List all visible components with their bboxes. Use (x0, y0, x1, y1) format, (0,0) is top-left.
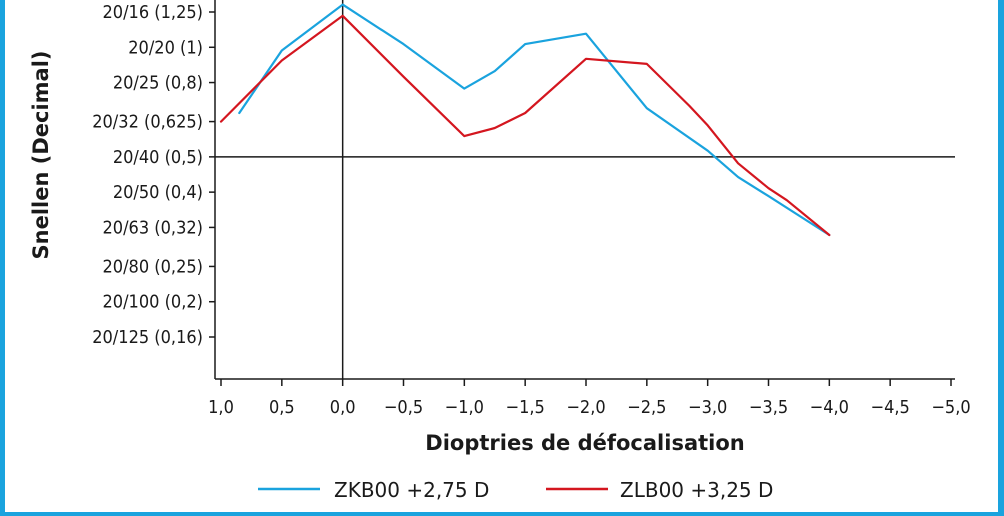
series-line-zlb00-3-25-d (219, 14, 831, 237)
legend: ZKB00 +2,75 D ZLB00 +3,25 D (258, 478, 773, 502)
x-tick-label: −0,5 (384, 397, 423, 418)
legend-label-zkb00: ZKB00 +2,75 D (334, 478, 489, 502)
x-tick-label: −3,5 (749, 397, 788, 418)
y-axis-title: Snellen (Decimal) (29, 51, 53, 260)
y-tick-label: 20/80 (0,25) (103, 256, 204, 277)
x-axis-title: Dioptries de défocalisation (425, 431, 744, 455)
legend-label-zlb00: ZLB00 +3,25 D (620, 478, 773, 502)
x-tick-label: 0,0 (330, 397, 356, 418)
y-tick-label: 20/32 (0,625) (92, 112, 203, 133)
x-axis: 1,0 0,5 0,0 −0,5 −1,0 −1,5 −2,0 −2,5 −3,0 −3,5 −4,… (208, 378, 971, 418)
x-tick-label: −2,0 (566, 397, 605, 418)
x-tick-label: 1,0 (208, 397, 234, 418)
x-tick-label: 0,5 (269, 397, 295, 418)
x-tick-label: −4,5 (871, 397, 910, 418)
x-tick-label: −1,0 (445, 397, 484, 418)
y-tick-label: 20/63 (0,32) (103, 217, 204, 238)
x-tick-label: −3,0 (688, 397, 727, 418)
y-tick-label: 20/100 (0,2) (103, 292, 204, 313)
y-tick-label: 20/20 (1) (128, 37, 203, 58)
y-tick-label: 20/25 (0,8) (113, 73, 203, 94)
x-tick-label: −4,0 (810, 397, 849, 418)
y-tick-label: 20/16 (1,25) (103, 2, 204, 23)
x-tick-label: −1,5 (506, 397, 545, 418)
y-tick-label: 20/125 (0,16) (92, 327, 203, 348)
reference-lines (215, 0, 955, 379)
series-line-zkb00-2-75-d (238, 3, 831, 237)
y-tick-label: 20/40 (0,5) (113, 147, 203, 168)
x-tick-label: −5,0 (931, 397, 970, 418)
y-tick-label: 20/50 (0,4) (113, 182, 203, 203)
x-tick-label: −2,5 (627, 397, 666, 418)
series-lines (219, 3, 831, 237)
y-axis: 20/16 (1,25) 20/20 (1) 20/25 (0,8) 20/32 (0… (92, 0, 216, 379)
